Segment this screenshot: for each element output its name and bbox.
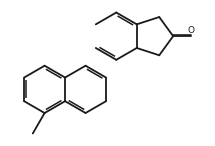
- Text: O: O: [187, 26, 194, 35]
